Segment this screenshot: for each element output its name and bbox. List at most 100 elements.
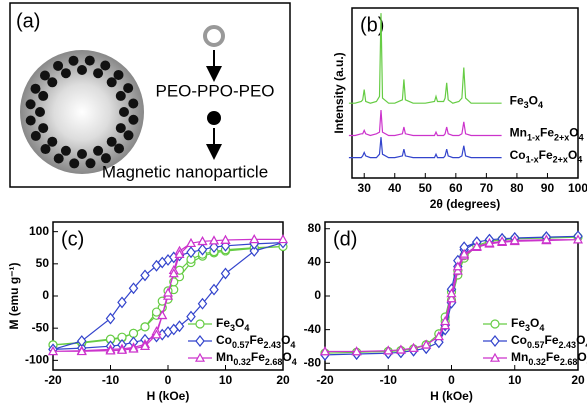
marker xyxy=(128,328,139,338)
marker xyxy=(151,329,162,339)
legend-label: Mn0.32Fe2.68O4 xyxy=(216,350,297,367)
x-tick-label: -10 xyxy=(102,373,120,387)
x-tick-label: 20 xyxy=(276,373,290,387)
x-axis-label: H (kOe) xyxy=(430,389,473,403)
dot xyxy=(53,153,64,164)
particle-icon xyxy=(207,111,221,125)
x-tick-label: 50 xyxy=(419,181,433,195)
marker xyxy=(319,346,331,356)
nanoparticle-ring xyxy=(25,55,139,169)
x-tick-label: 40 xyxy=(388,181,402,195)
x-tick-label: 10 xyxy=(508,373,522,387)
marker xyxy=(421,339,432,349)
dot xyxy=(123,83,134,94)
dot xyxy=(30,83,41,94)
y-axis-label: Intensity (a.u.) xyxy=(332,52,346,133)
marker xyxy=(186,246,196,259)
marker xyxy=(440,320,451,330)
data-line xyxy=(52,238,283,352)
marker xyxy=(105,312,116,325)
marker xyxy=(383,345,394,355)
y-tick-label: -50 xyxy=(32,320,50,334)
dot xyxy=(38,90,49,101)
marker xyxy=(174,320,185,333)
x-tick-label: 10 xyxy=(219,373,233,387)
legend-label: Fe3O4 xyxy=(510,93,543,110)
panel-a: (a) PEO-PPO-PEO Magnetic nanoparticle xyxy=(9,2,291,188)
marker xyxy=(452,261,463,271)
marker xyxy=(128,343,139,353)
dot xyxy=(128,98,139,109)
marker xyxy=(168,268,179,278)
dot xyxy=(115,123,126,134)
marker xyxy=(140,322,150,332)
marker xyxy=(174,248,185,258)
x-tick-label: 70 xyxy=(480,181,494,195)
x-tick-label: 90 xyxy=(541,181,555,195)
dot xyxy=(93,68,104,79)
x-tick-label: 0 xyxy=(165,373,172,387)
marker xyxy=(249,244,260,257)
legend-label: Fe3O4 xyxy=(511,316,544,333)
marker xyxy=(117,296,127,309)
dot xyxy=(100,60,111,71)
marker xyxy=(452,265,463,275)
panel-label: (d) xyxy=(333,228,357,250)
marker xyxy=(490,335,500,347)
dot xyxy=(77,65,87,75)
x-axis-label: H (kOe) xyxy=(147,389,190,403)
dot xyxy=(128,114,139,125)
marker xyxy=(459,248,470,258)
x-tick-label: -20 xyxy=(316,373,334,387)
dot xyxy=(53,60,64,71)
y-tick-label: -40 xyxy=(304,322,322,336)
x-tick-label: 100 xyxy=(568,181,587,195)
panel-label: (a) xyxy=(16,10,40,32)
dot xyxy=(119,107,129,117)
step-label: Magnetic nanoparticle xyxy=(102,162,268,181)
dot xyxy=(60,145,71,156)
legend-label: Co0.57Fe2.43O4 xyxy=(511,333,587,350)
marker xyxy=(139,340,151,350)
legend-label: Co1-xFe2+xO4 xyxy=(510,148,583,165)
y-tick-label: 80 xyxy=(308,221,322,235)
marker xyxy=(209,241,219,254)
x-tick-label: 20 xyxy=(571,373,585,387)
dot xyxy=(68,55,79,66)
x-axis-label: 2θ (degrees) xyxy=(430,197,501,211)
marker xyxy=(408,342,419,352)
marker xyxy=(185,237,197,248)
dot xyxy=(35,107,45,117)
dot xyxy=(93,145,104,156)
x-tick-label: 80 xyxy=(510,181,524,195)
marker xyxy=(484,237,495,247)
dot xyxy=(123,130,134,141)
marker xyxy=(446,293,457,303)
legend-label: Mn1-xFe2+xO4 xyxy=(510,126,584,143)
dot xyxy=(47,77,58,88)
marker xyxy=(541,234,552,244)
dot xyxy=(40,144,51,155)
dot xyxy=(25,115,36,126)
dot xyxy=(38,123,49,134)
marker xyxy=(220,267,231,280)
marker xyxy=(208,235,220,245)
dot xyxy=(30,130,41,141)
dot xyxy=(77,149,87,159)
dot xyxy=(113,69,124,80)
marker xyxy=(195,335,205,347)
marker xyxy=(197,243,208,256)
marker xyxy=(351,346,362,356)
marker xyxy=(197,297,208,310)
marker xyxy=(162,287,174,297)
legend-label: Mn0.32Fe2.68O4 xyxy=(511,350,587,367)
marker xyxy=(497,236,508,246)
marker xyxy=(440,315,451,326)
plot-frame xyxy=(351,7,579,179)
marker xyxy=(186,310,196,323)
marker xyxy=(490,319,500,329)
x-tick-label: 60 xyxy=(449,181,463,195)
marker xyxy=(395,344,406,354)
dot xyxy=(114,143,125,154)
marker xyxy=(471,241,482,251)
